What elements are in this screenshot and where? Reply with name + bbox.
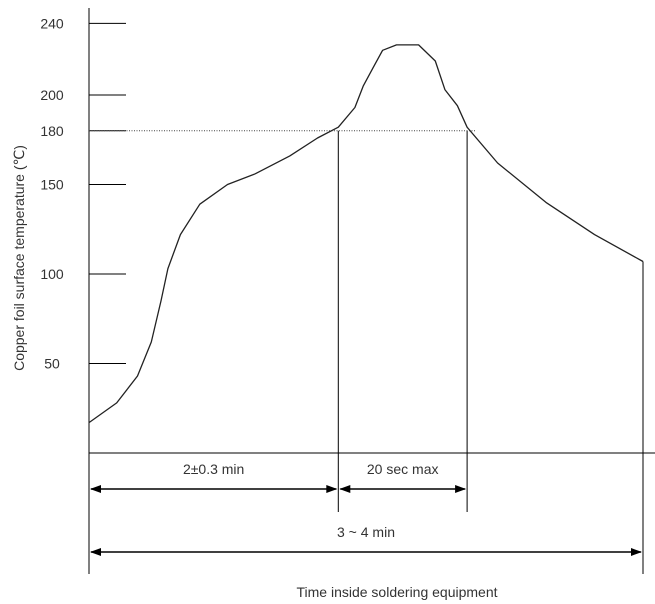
x-axis-title: Time inside soldering equipment <box>296 584 497 600</box>
y-tick-label: 240 <box>40 15 64 31</box>
y-tick-label: 50 <box>44 356 60 372</box>
y-tick-label: 200 <box>40 87 64 103</box>
dimension-label: 20 sec max <box>367 461 439 477</box>
dimension-arrow: 3 ~ 4 min <box>90 524 642 556</box>
arrowhead <box>631 548 642 556</box>
dimension-label: 3 ~ 4 min <box>337 524 395 540</box>
temperature-curve <box>88 44 644 424</box>
y-axis-title: Copper foil surface temperature (℃) <box>11 145 27 371</box>
arrowhead <box>90 548 101 556</box>
arrowhead <box>455 485 467 493</box>
arrowhead <box>90 485 101 493</box>
arrowhead <box>339 485 351 493</box>
arrowhead <box>326 485 338 493</box>
dimension-arrow: 20 sec max <box>339 461 467 493</box>
dimension-label: 2±0.3 min <box>183 461 244 477</box>
y-axis: 240 200 180 150 100 50 <box>40 8 126 574</box>
y-tick-label: 180 <box>40 123 64 139</box>
y-tick-label: 100 <box>40 266 64 282</box>
dimension-arrow: 2±0.3 min <box>90 461 338 493</box>
y-tick-label: 150 <box>40 177 64 193</box>
